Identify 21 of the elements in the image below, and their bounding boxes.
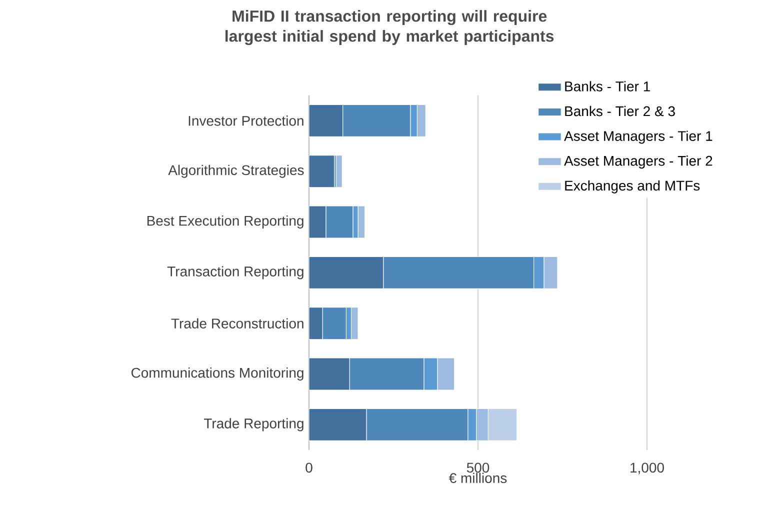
legend-label: Asset Managers - Tier 1 bbox=[564, 130, 712, 144]
legend-label: Exchanges and MTFs bbox=[565, 180, 700, 194]
bar bbox=[309, 155, 335, 188]
y-tick-label: Communications Monitoring bbox=[131, 367, 304, 381]
legend-label: Banks - Tier 1 bbox=[565, 81, 650, 92]
bar bbox=[350, 307, 358, 340]
x-axis-title: € millions bbox=[448, 472, 507, 484]
y-tick-label: Transaction Reporting bbox=[167, 266, 304, 280]
y-tick-label: Trade Reconstruction bbox=[171, 318, 304, 328]
bar bbox=[336, 155, 342, 188]
bar bbox=[358, 206, 366, 238]
legend-label: Asset Managers - Tier 2 bbox=[564, 156, 712, 169]
x-tick-label: 500 bbox=[466, 462, 490, 473]
x-tick-label: 1,000 bbox=[630, 462, 664, 474]
legend-label: Banks - Tier 2 & 3 bbox=[565, 106, 675, 116]
x-tick-label: 0 bbox=[306, 462, 312, 473]
chart-title: MiFID II transaction reporting will require largest initial spend by market participants bbox=[226, 10, 554, 46]
y-tick-label: Best Execution Reporting bbox=[147, 215, 304, 229]
y-tick-label: Trade Reporting bbox=[204, 418, 304, 432]
y-tick-label: Algorithmic Strategies bbox=[168, 164, 304, 178]
y-tick-label: Investor Protection bbox=[188, 116, 304, 126]
